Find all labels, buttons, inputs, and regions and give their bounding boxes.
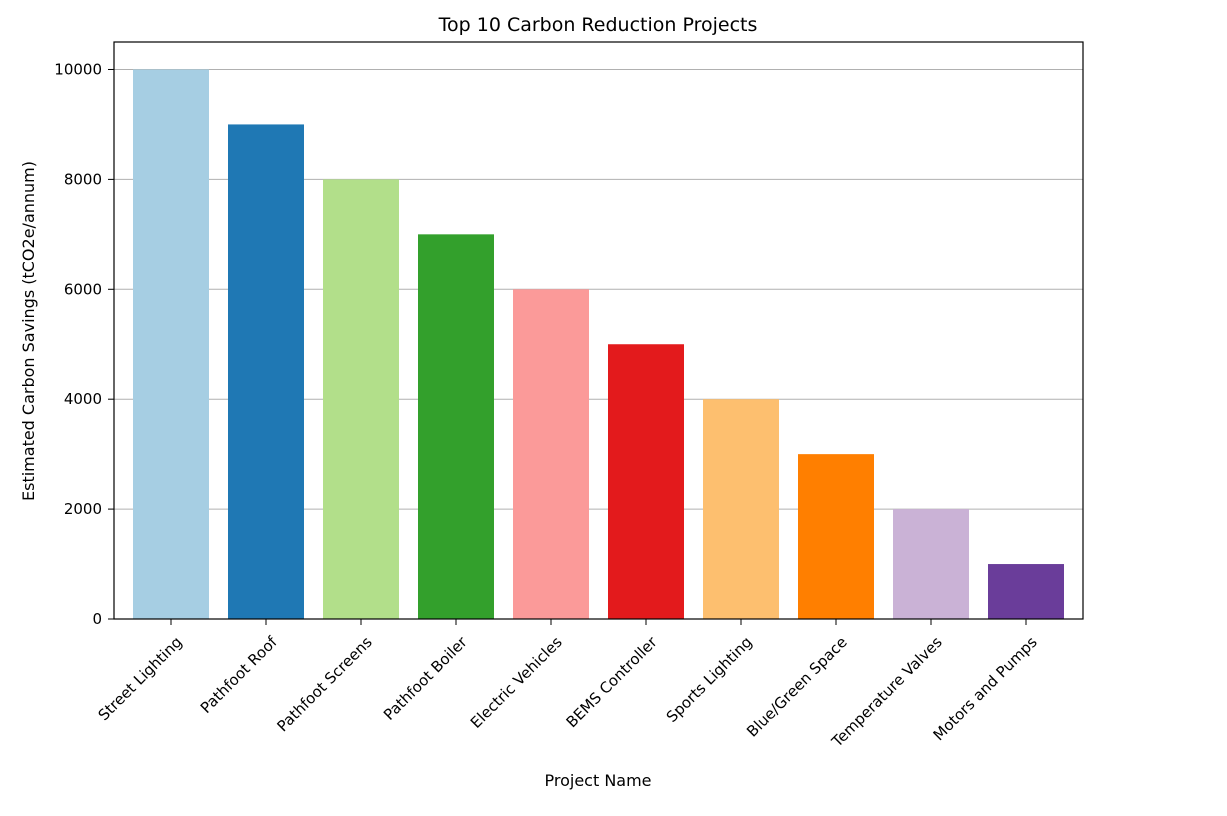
bar	[323, 179, 399, 619]
x-tick-label: Sports Lighting	[663, 633, 756, 726]
bar	[893, 509, 969, 619]
bar	[988, 564, 1064, 619]
x-tick-label: Street Lighting	[95, 633, 186, 724]
bar	[703, 399, 779, 619]
y-tick-label: 0	[92, 610, 102, 628]
bars	[133, 69, 1064, 620]
bar	[418, 234, 494, 620]
x-tick-label: Blue/Green Space	[743, 633, 851, 741]
x-tick-label: Electric Vehicles	[467, 633, 566, 732]
x-tick-label: BEMS Controller	[563, 632, 662, 731]
x-tick-label: Pathfoot Screens	[273, 633, 375, 735]
x-axis-label: Project Name	[544, 771, 651, 790]
bar	[798, 454, 874, 619]
y-tick-label: 6000	[64, 280, 102, 298]
bar	[608, 344, 684, 619]
bar	[228, 124, 304, 619]
y-axis-label: Estimated Carbon Savings (tCO2e/annum)	[19, 161, 38, 501]
x-tick-label: Pathfoot Roof	[197, 633, 281, 717]
plot-frame	[113, 41, 1084, 620]
chart-title: Top 10 Carbon Reduction Projects	[438, 14, 758, 36]
x-tick-label: Motors and Pumps	[930, 633, 1041, 744]
y-tick-label: 10000	[54, 60, 102, 78]
y-tick-label: 8000	[64, 170, 102, 188]
x-tick-label: Pathfoot Boiler	[380, 632, 471, 723]
y-tick-label: 4000	[64, 390, 102, 408]
y-tick-label: 2000	[64, 500, 102, 518]
bar	[133, 69, 209, 619]
bar	[513, 289, 589, 619]
